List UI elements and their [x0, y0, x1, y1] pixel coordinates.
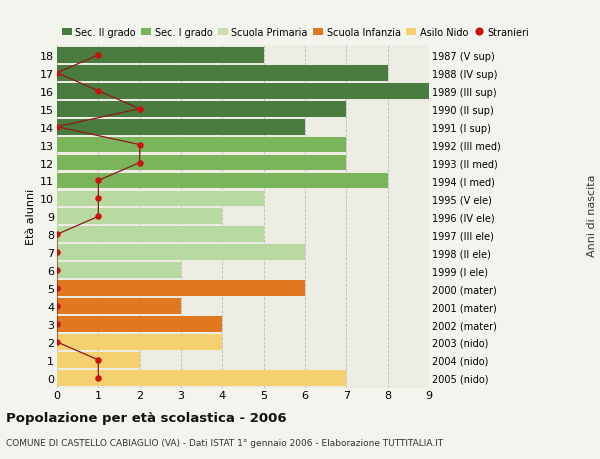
Bar — [57, 227, 263, 243]
Point — [52, 231, 62, 239]
Bar — [57, 209, 223, 225]
Bar — [57, 370, 346, 386]
Text: Popolazione per età scolastica - 2006: Popolazione per età scolastica - 2006 — [6, 411, 287, 424]
Bar — [57, 48, 263, 64]
Point — [94, 177, 103, 185]
Point — [52, 285, 62, 292]
Point — [135, 106, 145, 113]
Point — [94, 357, 103, 364]
Bar — [57, 119, 305, 135]
Text: Anni di nascita: Anni di nascita — [587, 174, 597, 257]
Legend: Sec. II grado, Sec. I grado, Scuola Primaria, Scuola Infanzia, Asilo Nido, Stran: Sec. II grado, Sec. I grado, Scuola Prim… — [62, 28, 529, 38]
Point — [52, 339, 62, 346]
Point — [52, 249, 62, 257]
Point — [94, 88, 103, 95]
Point — [52, 70, 62, 77]
Point — [94, 375, 103, 382]
Bar — [57, 352, 140, 368]
Point — [52, 123, 62, 131]
Bar — [57, 84, 429, 100]
Bar — [57, 191, 263, 207]
Bar — [57, 155, 346, 171]
Bar — [57, 298, 181, 314]
Bar — [57, 101, 346, 118]
Point — [94, 52, 103, 59]
Bar — [57, 316, 223, 332]
Point — [94, 213, 103, 220]
Bar — [57, 263, 181, 279]
Point — [94, 195, 103, 202]
Bar — [57, 245, 305, 261]
Bar — [57, 334, 223, 350]
Point — [52, 321, 62, 328]
Bar — [57, 173, 388, 189]
Point — [52, 267, 62, 274]
Bar — [57, 280, 305, 297]
Point — [135, 141, 145, 149]
Point — [135, 159, 145, 167]
Bar — [57, 137, 346, 153]
Y-axis label: Età alunni: Età alunni — [26, 189, 36, 245]
Text: COMUNE DI CASTELLO CABIAGLIO (VA) - Dati ISTAT 1° gennaio 2006 - Elaborazione TU: COMUNE DI CASTELLO CABIAGLIO (VA) - Dati… — [6, 438, 443, 448]
Bar — [57, 66, 388, 82]
Point — [52, 303, 62, 310]
